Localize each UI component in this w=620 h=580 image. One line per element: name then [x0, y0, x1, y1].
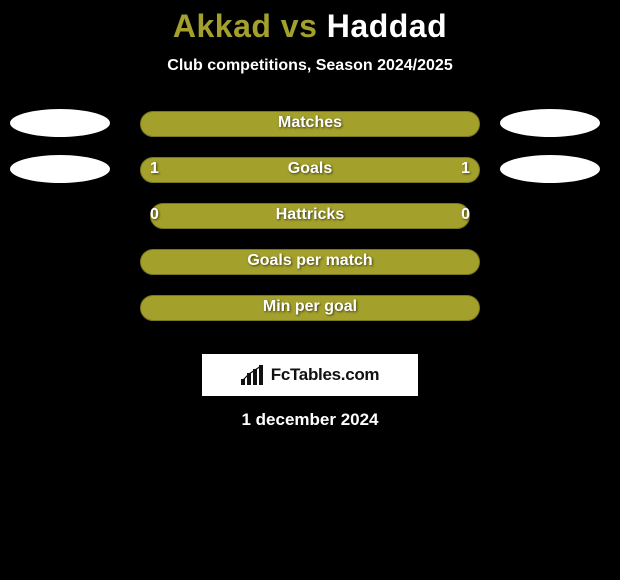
stat-row: Goals1 1: [0, 157, 620, 185]
stat-value-right: 1: [461, 160, 470, 178]
comparison-chart: Matches Goals1 1 Hattricks0 0 Goals per match…: [0, 111, 620, 341]
stat-value-left: 1: [150, 160, 159, 178]
stat-value-right: 0: [461, 206, 470, 224]
right-ellipse: [500, 109, 600, 137]
left-ellipse: [10, 155, 110, 183]
bar-wrap: Hattricks0 0: [140, 203, 480, 229]
right-ellipse: [500, 155, 600, 183]
stat-row: Min per goal: [0, 295, 620, 323]
brand-box[interactable]: FcTables.com: [202, 354, 418, 396]
stat-label: Matches: [140, 114, 480, 132]
stat-label: Goals per match: [140, 252, 480, 270]
player-a: Akkad: [173, 8, 272, 44]
page-title: Akkad vs Haddad: [0, 0, 620, 45]
bars-icon: [241, 365, 265, 385]
stat-row: Hattricks0 0: [0, 203, 620, 231]
left-ellipse: [10, 109, 110, 137]
stat-label: Goals: [140, 160, 480, 178]
player-b: Haddad: [327, 8, 447, 44]
stat-row: Matches: [0, 111, 620, 139]
stat-row: Goals per match: [0, 249, 620, 277]
bar-wrap: Goals1 1: [140, 157, 480, 183]
date-label: 1 december 2024: [0, 410, 620, 430]
subtitle: Club competitions, Season 2024/2025: [0, 57, 620, 75]
vs-separator: vs: [271, 8, 326, 44]
bar-wrap: Goals per match: [140, 249, 480, 275]
bar-wrap: Matches: [140, 111, 480, 137]
stat-label: Min per goal: [140, 298, 480, 316]
bar-wrap: Min per goal: [140, 295, 480, 321]
stat-value-left: 0: [150, 206, 159, 224]
stat-label: Hattricks: [140, 206, 480, 224]
brand-text: FcTables.com: [271, 365, 380, 385]
